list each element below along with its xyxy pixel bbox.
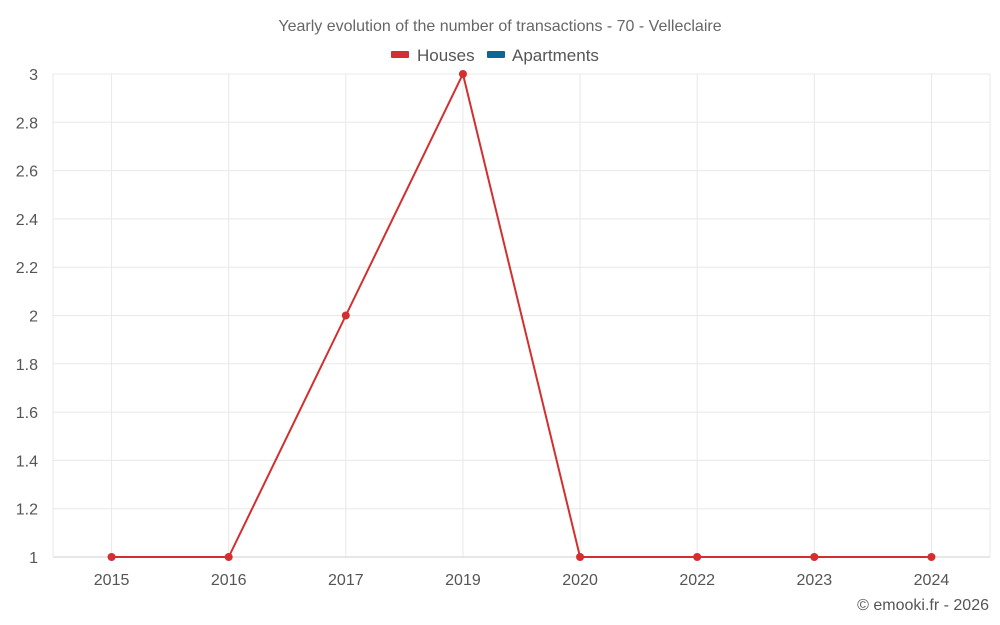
data-point-houses[interactable] bbox=[927, 553, 936, 561]
data-point-houses[interactable] bbox=[107, 553, 116, 561]
y-tick-label: 1 bbox=[29, 550, 38, 567]
x-axis-ticks: 2015 2016 2017 2019 2020 2022 2023 2024 bbox=[94, 572, 950, 589]
legend-swatch-apartments bbox=[487, 51, 505, 58]
data-point-houses[interactable] bbox=[341, 311, 350, 320]
legend-item-houses[interactable]: Houses bbox=[391, 46, 475, 65]
y-axis-ticks: 3 2.8 2.6 2.4 2.2 2 1.8 1.6 1.4 1.2 1 bbox=[16, 67, 38, 567]
y-tick-label: 1.8 bbox=[16, 357, 38, 374]
credit-text: © emooki.fr - 2026 bbox=[857, 597, 989, 614]
y-tick-label: 1.2 bbox=[16, 502, 38, 519]
data-point-houses[interactable] bbox=[693, 553, 702, 561]
series-houses bbox=[107, 70, 936, 561]
x-tick-label: 2022 bbox=[679, 572, 715, 589]
y-tick-label: 1.4 bbox=[16, 453, 38, 470]
data-point-houses[interactable] bbox=[810, 553, 819, 561]
data-point-houses[interactable] bbox=[224, 553, 233, 561]
y-tick-label: 2.8 bbox=[16, 115, 38, 132]
legend-item-apartments[interactable]: Apartments bbox=[487, 46, 599, 65]
y-tick-label: 2.6 bbox=[16, 164, 38, 181]
y-tick-label: 3 bbox=[29, 67, 38, 84]
legend-swatch-houses bbox=[391, 51, 409, 58]
x-tick-label: 2015 bbox=[94, 572, 130, 589]
y-tick-label: 2.4 bbox=[16, 212, 38, 229]
y-tick-label: 1.6 bbox=[16, 405, 38, 422]
x-tick-label: 2020 bbox=[562, 572, 598, 589]
legend-label-houses: Houses bbox=[417, 46, 475, 65]
x-tick-label: 2019 bbox=[445, 572, 481, 589]
y-tick-label: 2.2 bbox=[16, 260, 38, 277]
x-tick-label: 2017 bbox=[328, 572, 364, 589]
chart-title: Yearly evolution of the number of transa… bbox=[278, 18, 721, 35]
data-point-houses[interactable] bbox=[576, 553, 585, 561]
legend-label-apartments: Apartments bbox=[512, 46, 599, 65]
x-tick-label: 2024 bbox=[914, 572, 950, 589]
data-point-houses[interactable] bbox=[458, 70, 467, 78]
series-line-houses bbox=[111, 71, 932, 558]
x-tick-label: 2016 bbox=[211, 572, 247, 589]
x-tick-label: 2023 bbox=[797, 572, 833, 589]
y-tick-label: 2 bbox=[29, 309, 38, 326]
legend: Houses Apartments bbox=[391, 46, 599, 65]
